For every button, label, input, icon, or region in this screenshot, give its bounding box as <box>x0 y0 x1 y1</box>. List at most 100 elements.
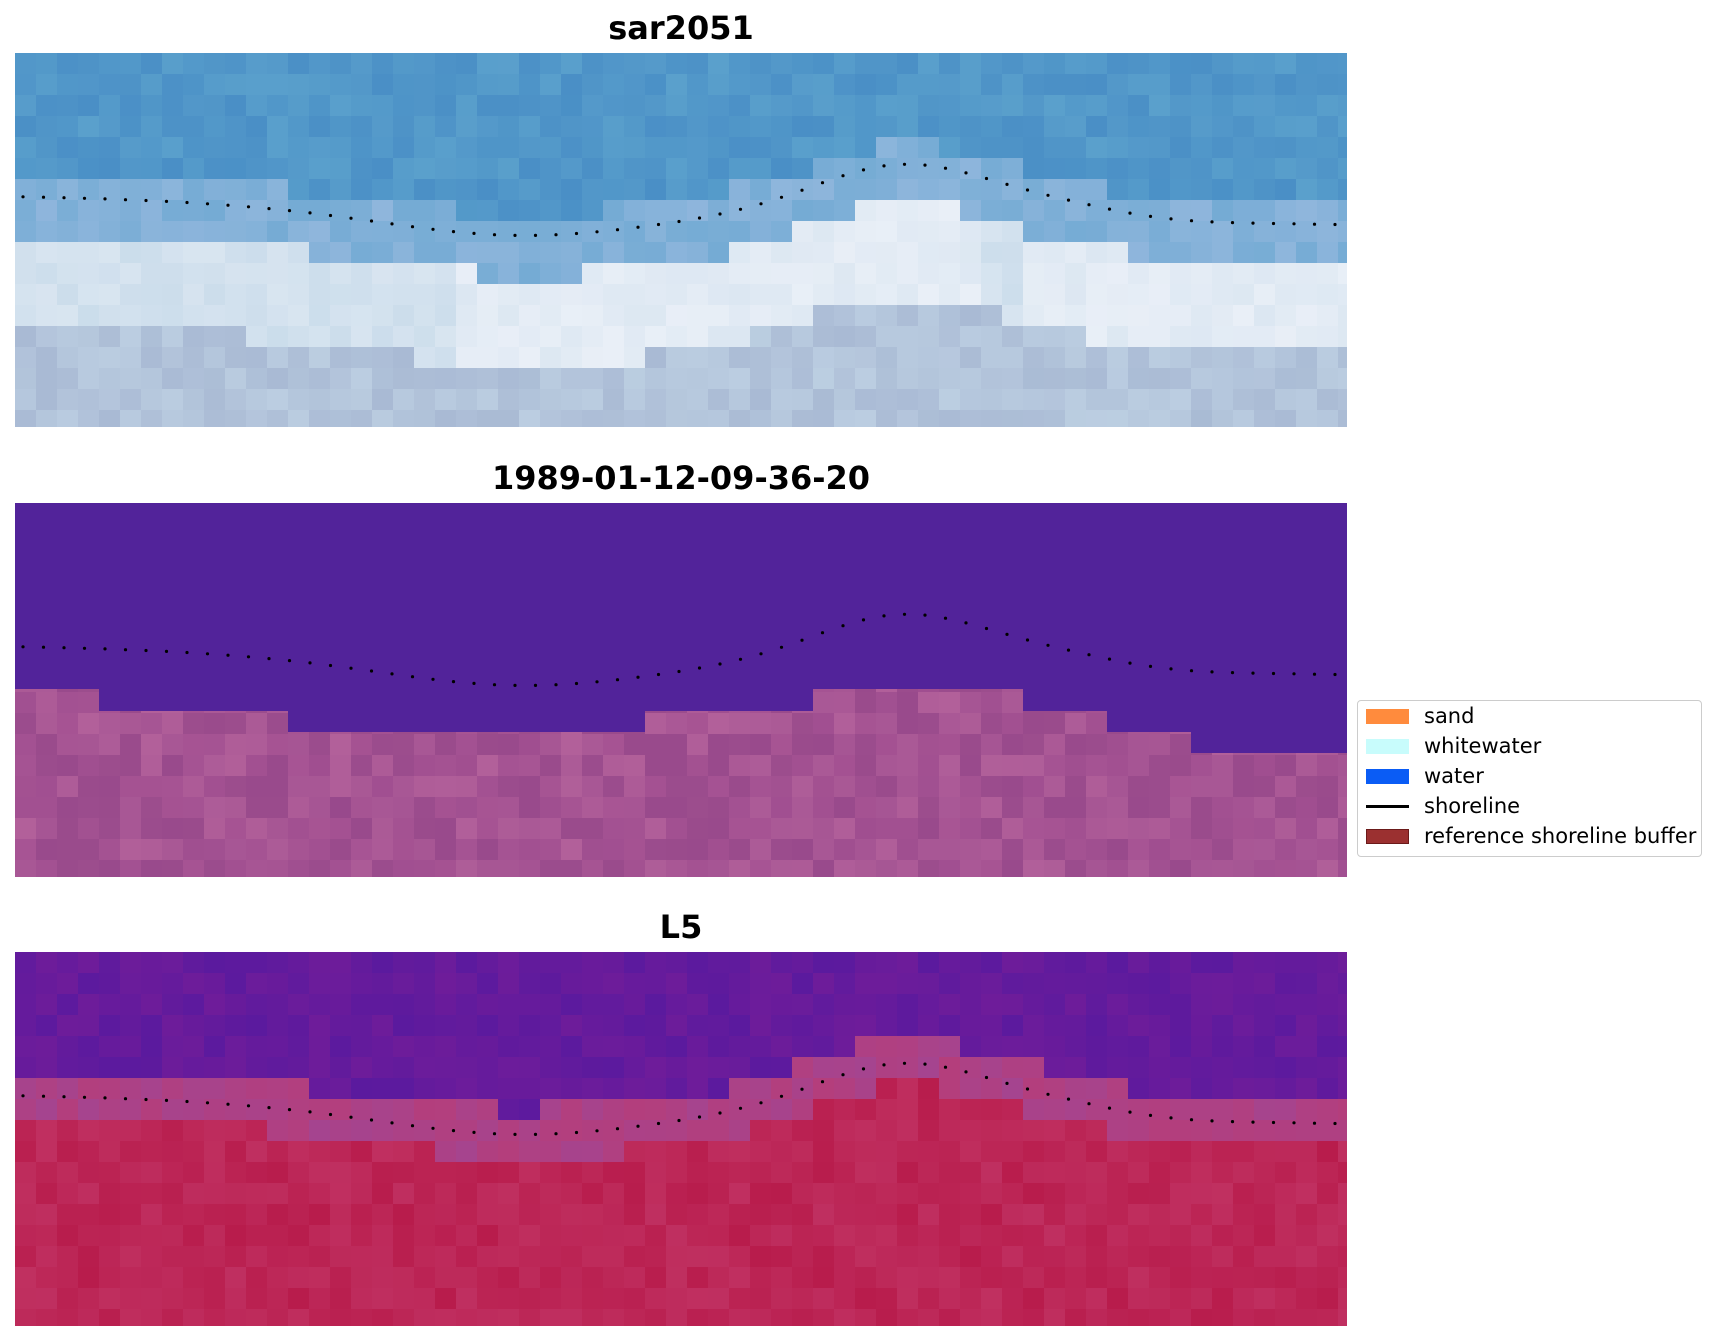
sar-pixel <box>351 389 372 410</box>
land-pixel <box>78 755 99 776</box>
l5-pixel <box>918 1225 939 1246</box>
land-pixel <box>1191 839 1212 860</box>
shoreline-point <box>226 1102 230 1106</box>
land-pixel <box>225 713 246 734</box>
l5-pixel <box>561 1288 582 1309</box>
l5-pixel <box>183 1036 204 1057</box>
l5-pixel <box>414 952 435 973</box>
shoreline-point <box>492 1132 497 1136</box>
sar-pixel <box>351 137 372 158</box>
sar-pixel <box>1233 368 1254 389</box>
land-pixel <box>435 734 456 755</box>
shoreline-point <box>1005 632 1009 636</box>
land-pixel <box>1149 755 1170 776</box>
sar-pixel <box>246 137 267 158</box>
sar-pixel <box>204 410 225 427</box>
sar-pixel <box>1086 284 1107 305</box>
l5-pixel <box>1044 1057 1065 1078</box>
l5-pixel <box>225 1225 246 1246</box>
l5-pixel <box>918 1015 939 1036</box>
land-pixel <box>750 734 771 755</box>
sar-pixel <box>1338 263 1347 284</box>
l5-pixel <box>1191 973 1212 994</box>
l5-pixel <box>57 1225 78 1246</box>
sar-pixel <box>834 410 855 427</box>
l5-pixel <box>162 1057 183 1078</box>
l5-pixel <box>1086 994 1107 1015</box>
l5-pixel <box>561 1204 582 1225</box>
land-pixel <box>1317 839 1338 860</box>
sar-pixel <box>540 305 561 326</box>
l5-pixel <box>1128 973 1149 994</box>
l5-pixel <box>498 1162 519 1183</box>
sar-pixel <box>624 137 645 158</box>
l5-pixel <box>855 973 876 994</box>
land-pixel <box>750 839 771 860</box>
sar-pixel <box>351 95 372 116</box>
l5-pixel <box>372 1141 393 1162</box>
sar-pixel <box>645 179 666 200</box>
land-pixel <box>1338 753 1347 755</box>
sar-pixel <box>981 179 1002 200</box>
l5-pixel <box>225 1267 246 1288</box>
shoreline-point <box>1148 664 1153 668</box>
land-pixel <box>456 839 477 860</box>
l5-pixel <box>939 1309 960 1326</box>
l5-pixel <box>99 1057 120 1078</box>
sar-pixel <box>15 242 36 263</box>
sar-pixel <box>1275 137 1296 158</box>
l5-pixel <box>708 952 729 973</box>
l5-pixel <box>1212 1309 1233 1326</box>
l5-pixel <box>498 1120 519 1141</box>
sar-pixel <box>939 242 960 263</box>
sar-pixel <box>750 410 771 427</box>
sar-pixel <box>246 368 267 389</box>
sar-pixel <box>603 200 624 221</box>
classified-image <box>15 503 1347 877</box>
l5-pixel <box>204 1309 225 1326</box>
sar-pixel <box>246 410 267 427</box>
l5-pixel <box>78 1120 99 1141</box>
l5-pixel <box>960 1162 981 1183</box>
sar-pixel <box>750 53 771 74</box>
sar-pixel <box>246 116 267 137</box>
sar-pixel <box>372 137 393 158</box>
shoreline-point <box>103 1096 107 1100</box>
l5-pixel <box>1170 1162 1191 1183</box>
sar-pixel <box>435 410 456 427</box>
legend-item-reference-buffer: reference shoreline buffer <box>1358 821 1701 851</box>
sar-pixel <box>792 326 813 347</box>
sar-pixel <box>561 179 582 200</box>
sar-pixel <box>183 200 204 221</box>
l5-pixel <box>645 1057 666 1078</box>
shoreline-point <box>820 631 825 635</box>
l5-pixel <box>1086 1162 1107 1183</box>
l5-pixel <box>1212 1036 1233 1057</box>
sar-pixel <box>1275 326 1296 347</box>
land-pixel <box>309 818 330 839</box>
l5-pixel <box>624 1309 645 1326</box>
sar-pixel <box>99 200 120 221</box>
sar-pixel <box>141 263 162 284</box>
l5-pixel <box>99 1309 120 1326</box>
sar-pixel <box>771 116 792 137</box>
land-pixel <box>498 818 519 839</box>
land-pixel <box>519 732 540 734</box>
land-pixel <box>582 734 603 755</box>
land-pixel <box>855 755 876 776</box>
l5-pixel <box>939 1267 960 1288</box>
l5-pixel <box>687 1183 708 1204</box>
land-pixel <box>204 776 225 797</box>
sar-pixel <box>561 95 582 116</box>
sar-pixel <box>834 158 855 179</box>
sar-pixel <box>1023 158 1044 179</box>
l5-pixel <box>687 1309 708 1326</box>
land-pixel <box>561 776 582 797</box>
land-pixel <box>414 839 435 860</box>
shoreline-point <box>185 200 189 205</box>
sar-pixel <box>540 221 561 242</box>
l5-pixel <box>582 1057 603 1078</box>
sar-pixel <box>1170 95 1191 116</box>
l5-pixel <box>561 1099 582 1120</box>
sar-pixel <box>246 347 267 368</box>
